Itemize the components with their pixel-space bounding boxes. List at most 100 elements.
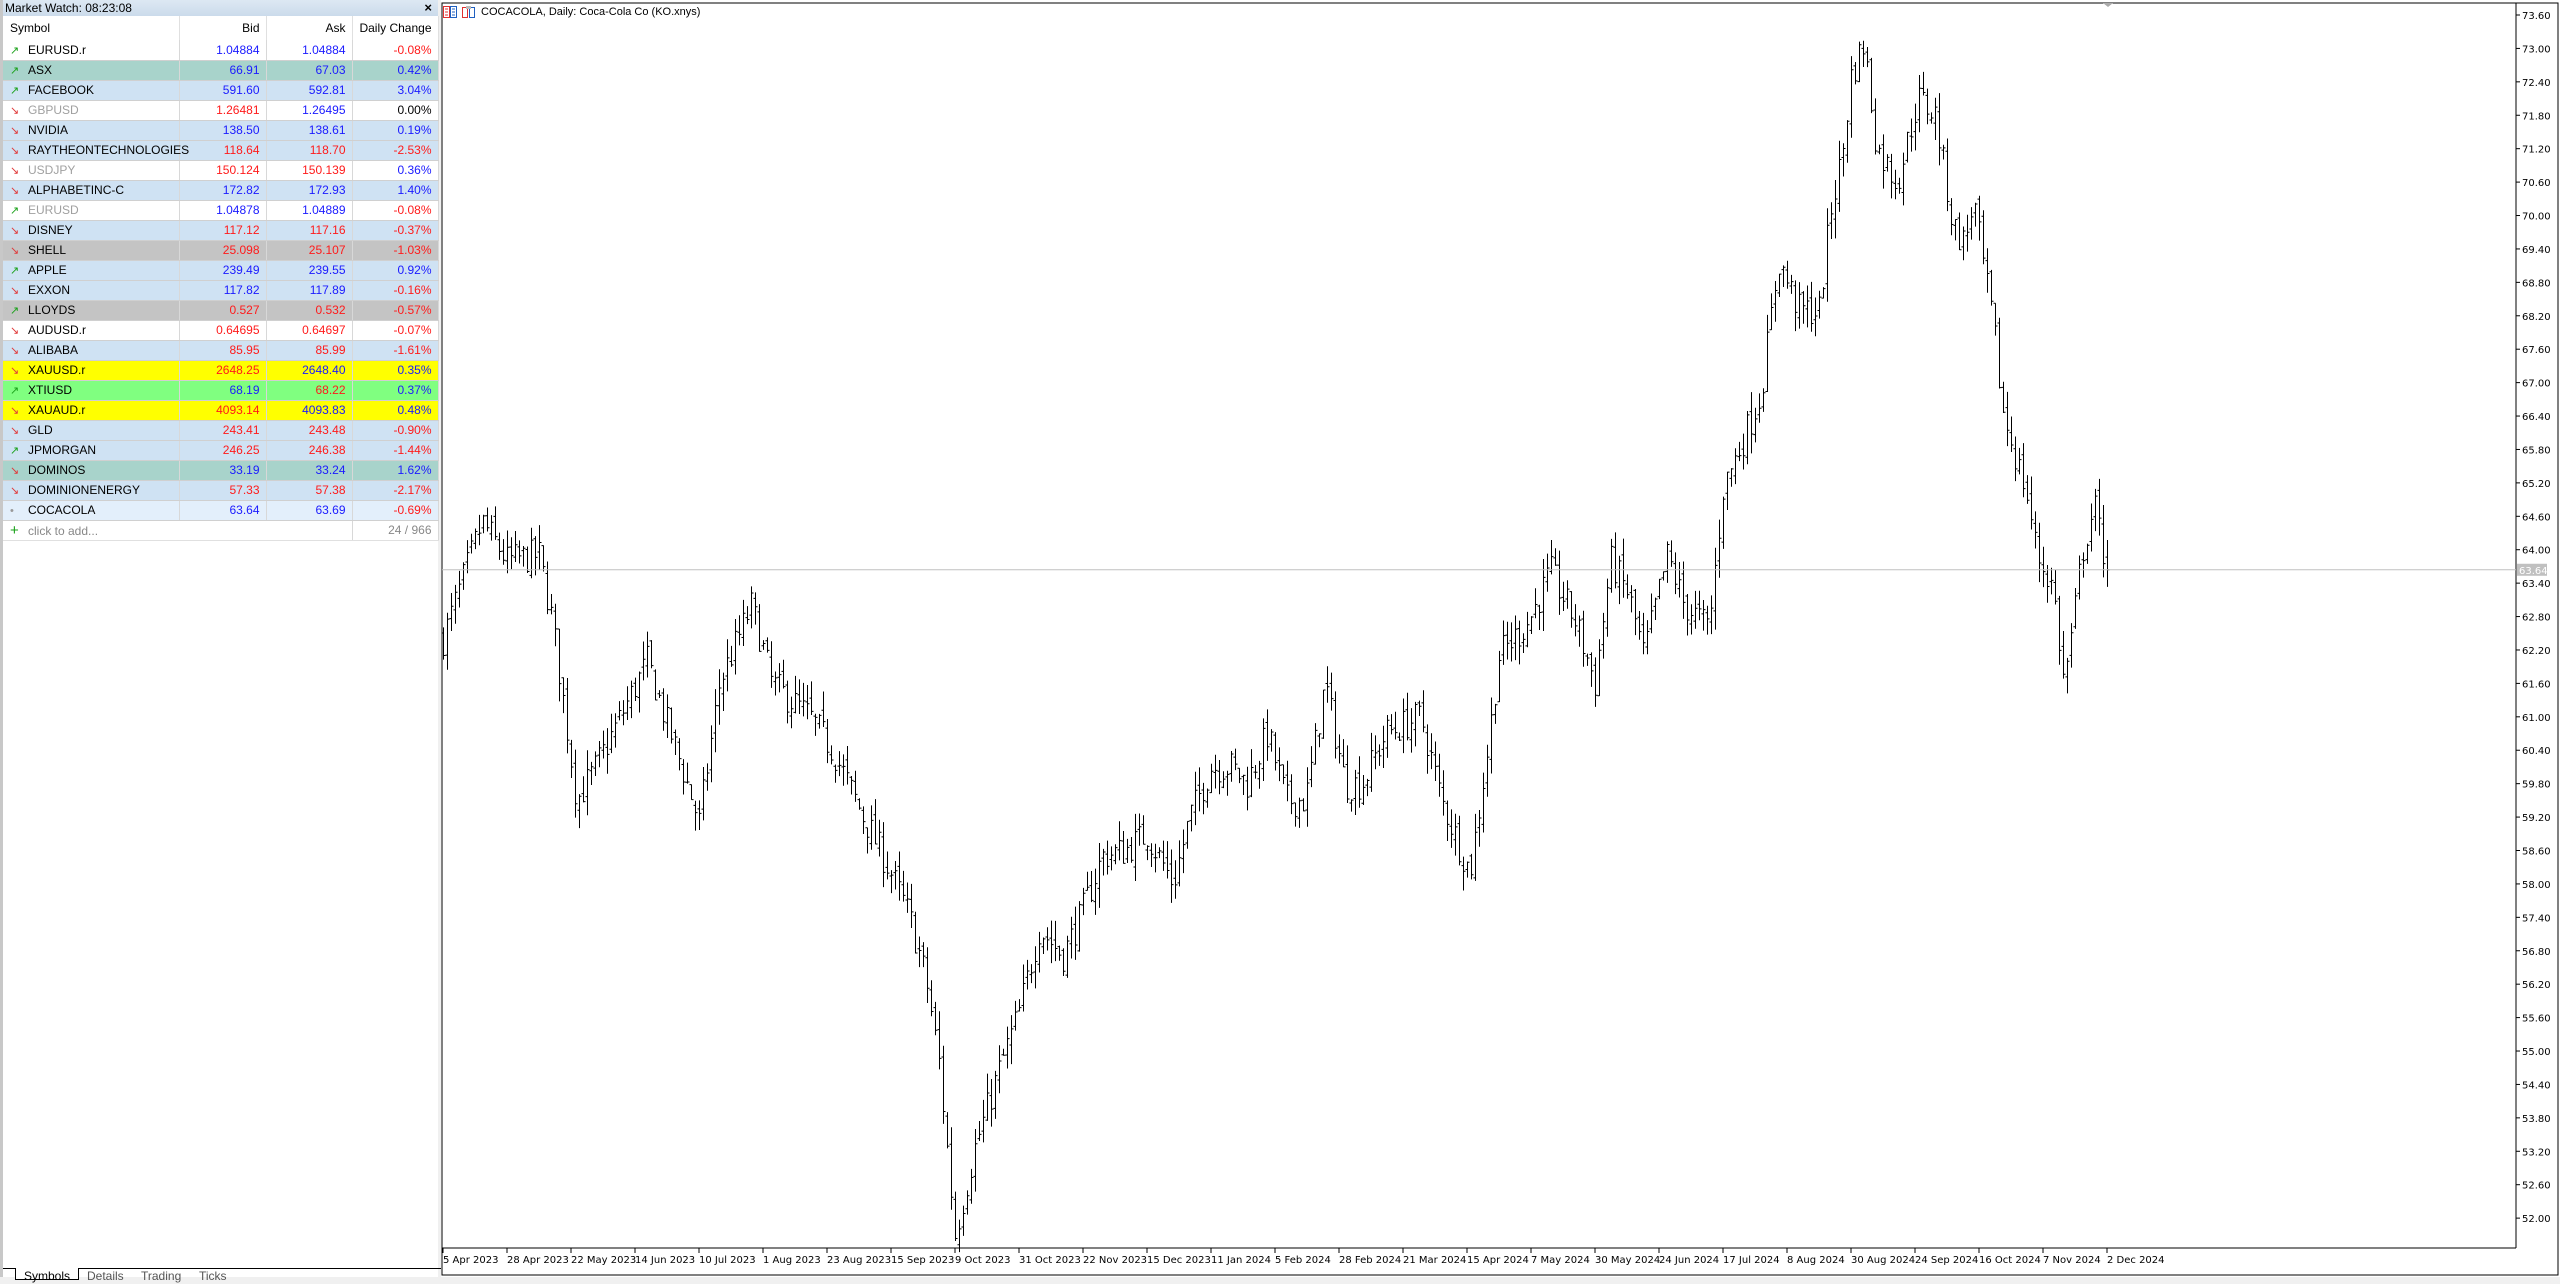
ohlc-bar xyxy=(1585,653,1590,666)
y-tick-label: 53.20 xyxy=(2522,1147,2551,1158)
ohlc-bar xyxy=(621,700,626,726)
column-header-ask[interactable]: Ask xyxy=(266,16,353,40)
ohlc-bar xyxy=(629,680,634,719)
ohlc-bar xyxy=(1681,561,1686,619)
symbol-row[interactable]: ↘ ALPHABETINC-C 172.82 172.93 1.40% xyxy=(3,180,439,201)
arrow-down-icon: ↘ xyxy=(10,465,20,477)
symbol-row[interactable]: ↘ XAUAUD.r 4093.14 4093.83 0.48% xyxy=(3,400,439,421)
ohlc-bar xyxy=(1769,293,1774,331)
ohlc-bar xyxy=(741,599,746,647)
symbol-count: 24 / 966 xyxy=(352,520,439,541)
symbol-row[interactable]: ↗ EURUSD.r 1.04884 1.04884 -0.08% xyxy=(3,40,439,61)
column-header-symbol[interactable]: Symbol xyxy=(3,16,180,40)
symbol-row[interactable]: ↗ JPMORGAN 246.25 246.38 -1.44% xyxy=(3,440,439,461)
symbol-name: XAUAUD.r xyxy=(28,403,86,417)
ohlc-bar xyxy=(1501,620,1506,665)
ohlc-bar xyxy=(597,741,602,768)
ohlc-bar xyxy=(1297,797,1302,828)
add-symbol-row[interactable]: + click to add... 24 / 966 xyxy=(3,520,439,541)
ohlc-bar xyxy=(1925,88,1930,125)
symbol-name: XTIUSD xyxy=(28,383,73,397)
ohlc-bar xyxy=(481,514,486,534)
ohlc-bar xyxy=(1641,612,1646,655)
y-tick-label: 72.40 xyxy=(2522,78,2551,89)
symbol-row[interactable]: ↘ XAUUSD.r 2648.25 2648.40 0.35% xyxy=(3,360,439,381)
symbols-table: Symbol Bid Ask Daily Change ↗ EURUSD.r 1.0… xyxy=(3,16,439,541)
symbol-row[interactable]: ↘ DOMINIONENERGY 57.33 57.38 -2.17% xyxy=(3,480,439,501)
symbol-row[interactable]: ↘ SHELL 25.098 25.107 -1.03% xyxy=(3,240,439,261)
market-watch-title: Market Watch: 08:23:08 xyxy=(5,1,132,15)
ohlc-bar xyxy=(561,677,566,714)
daily-change: 0.42% xyxy=(352,60,439,81)
ohlc-bar xyxy=(593,751,598,777)
symbol-row[interactable]: ↗ APPLE 239.49 239.55 0.92% xyxy=(3,260,439,281)
symbol-row[interactable]: ↗ XTIUSD 68.19 68.22 0.37% xyxy=(3,380,439,401)
ohlc-bar xyxy=(897,851,902,901)
daily-change: -1.61% xyxy=(352,340,439,361)
daily-change: -0.16% xyxy=(352,280,439,301)
x-tick-label: 10 Jul 2023 xyxy=(699,1255,756,1266)
market-depth-icon[interactable] xyxy=(443,6,457,18)
symbol-row[interactable]: ↘ DISNEY 117.12 117.16 -0.37% xyxy=(3,220,439,241)
symbol-row[interactable]: ↘ EXXON 117.82 117.89 -0.16% xyxy=(3,280,439,301)
symbol-row[interactable]: ↘ RAYTHEONTECHNOLOGIES 118.64 118.70 -2.53% xyxy=(3,140,439,161)
ohlc-bar xyxy=(1689,604,1694,635)
ohlc-bar xyxy=(445,612,450,670)
ohlc-bar xyxy=(1161,840,1166,871)
ohlc-bar xyxy=(1785,260,1790,289)
symbol-row[interactable]: ↗ EURUSD 1.04878 1.04889 -0.08% xyxy=(3,200,439,221)
arrow-down-icon: ↘ xyxy=(10,365,20,377)
symbol-row[interactable]: ↗ LLOYDS 0.527 0.532 -0.57% xyxy=(3,300,439,321)
daily-change: 0.19% xyxy=(352,120,439,141)
chart-shift-marker[interactable] xyxy=(2103,3,2113,7)
ohlc-bar xyxy=(1249,749,1254,798)
ohlc-bar xyxy=(2053,569,2058,605)
symbol-row[interactable]: ↘ USDJPY 150.124 150.139 0.36% xyxy=(3,160,439,181)
symbol-row[interactable]: ↘ DOMINOS 33.19 33.24 1.62% xyxy=(3,460,439,481)
ohlc-bar xyxy=(469,533,474,554)
bid-price: 4093.14 xyxy=(179,400,267,421)
ohlc-bar xyxy=(1497,650,1502,703)
bid-price: 117.12 xyxy=(179,220,267,241)
y-tick-label: 53.80 xyxy=(2522,1114,2551,1125)
symbol-row[interactable]: ↗ FACEBOOK 591.60 592.81 3.04% xyxy=(3,80,439,101)
ohlc-bar xyxy=(1949,198,1954,236)
ohlc-bar xyxy=(985,1073,990,1121)
one-click-trading-icon[interactable] xyxy=(462,6,476,18)
bid-price: 2648.25 xyxy=(179,360,267,381)
column-header-daily-change[interactable]: Daily Change xyxy=(352,16,439,40)
ohlc-bar xyxy=(1865,46,1870,68)
column-header-bid[interactable]: Bid xyxy=(179,16,267,40)
add-symbol-label[interactable]: click to add... xyxy=(28,523,99,538)
ohlc-bar xyxy=(1609,538,1614,593)
chart-window[interactable] xyxy=(441,0,2560,1277)
close-icon[interactable]: × xyxy=(424,0,432,15)
ohlc-bar xyxy=(1025,959,1030,990)
ohlc-bar xyxy=(1269,729,1274,752)
ohlc-bar xyxy=(845,746,850,785)
ask-price: 33.24 xyxy=(266,460,353,481)
symbol-row[interactable]: ↗ ASX 66.91 67.03 0.42% xyxy=(3,60,439,81)
bid-price: 1.26481 xyxy=(179,100,267,121)
symbol-row[interactable]: ↘ AUDUSD.r 0.64695 0.64697 -0.07% xyxy=(3,320,439,341)
symbol-row[interactable]: ↘ GBPUSD 1.26481 1.26495 0.00% xyxy=(3,100,439,121)
symbol-row[interactable]: ↘ ALIBABA 85.95 85.99 -1.61% xyxy=(3,340,439,361)
ohlc-bar xyxy=(2041,546,2046,588)
ohlc-bar xyxy=(641,641,646,681)
ohlc-bar xyxy=(1193,771,1198,826)
symbol-row[interactable]: ↘ NVIDIA 138.50 138.61 0.19% xyxy=(3,120,439,141)
ohlc-bar xyxy=(1165,841,1170,879)
symbol-row[interactable]: • COCACOLA 63.64 63.69 -0.69% xyxy=(3,500,439,521)
ohlc-bar xyxy=(1633,589,1638,636)
ohlc-bar xyxy=(1765,314,1770,393)
ohlc-bar xyxy=(2025,475,2030,504)
ohlc-bar xyxy=(1573,604,1578,637)
x-tick-label: 17 Jul 2024 xyxy=(1723,1255,1780,1266)
ohlc-bar xyxy=(1817,290,1822,319)
symbol-name: ASX xyxy=(28,63,53,77)
ohlc-bar xyxy=(753,592,758,625)
ohlc-bar xyxy=(1533,588,1538,619)
ohlc-bar xyxy=(649,640,654,669)
symbol-row[interactable]: ↘ GLD 243.41 243.48 -0.90% xyxy=(3,420,439,441)
